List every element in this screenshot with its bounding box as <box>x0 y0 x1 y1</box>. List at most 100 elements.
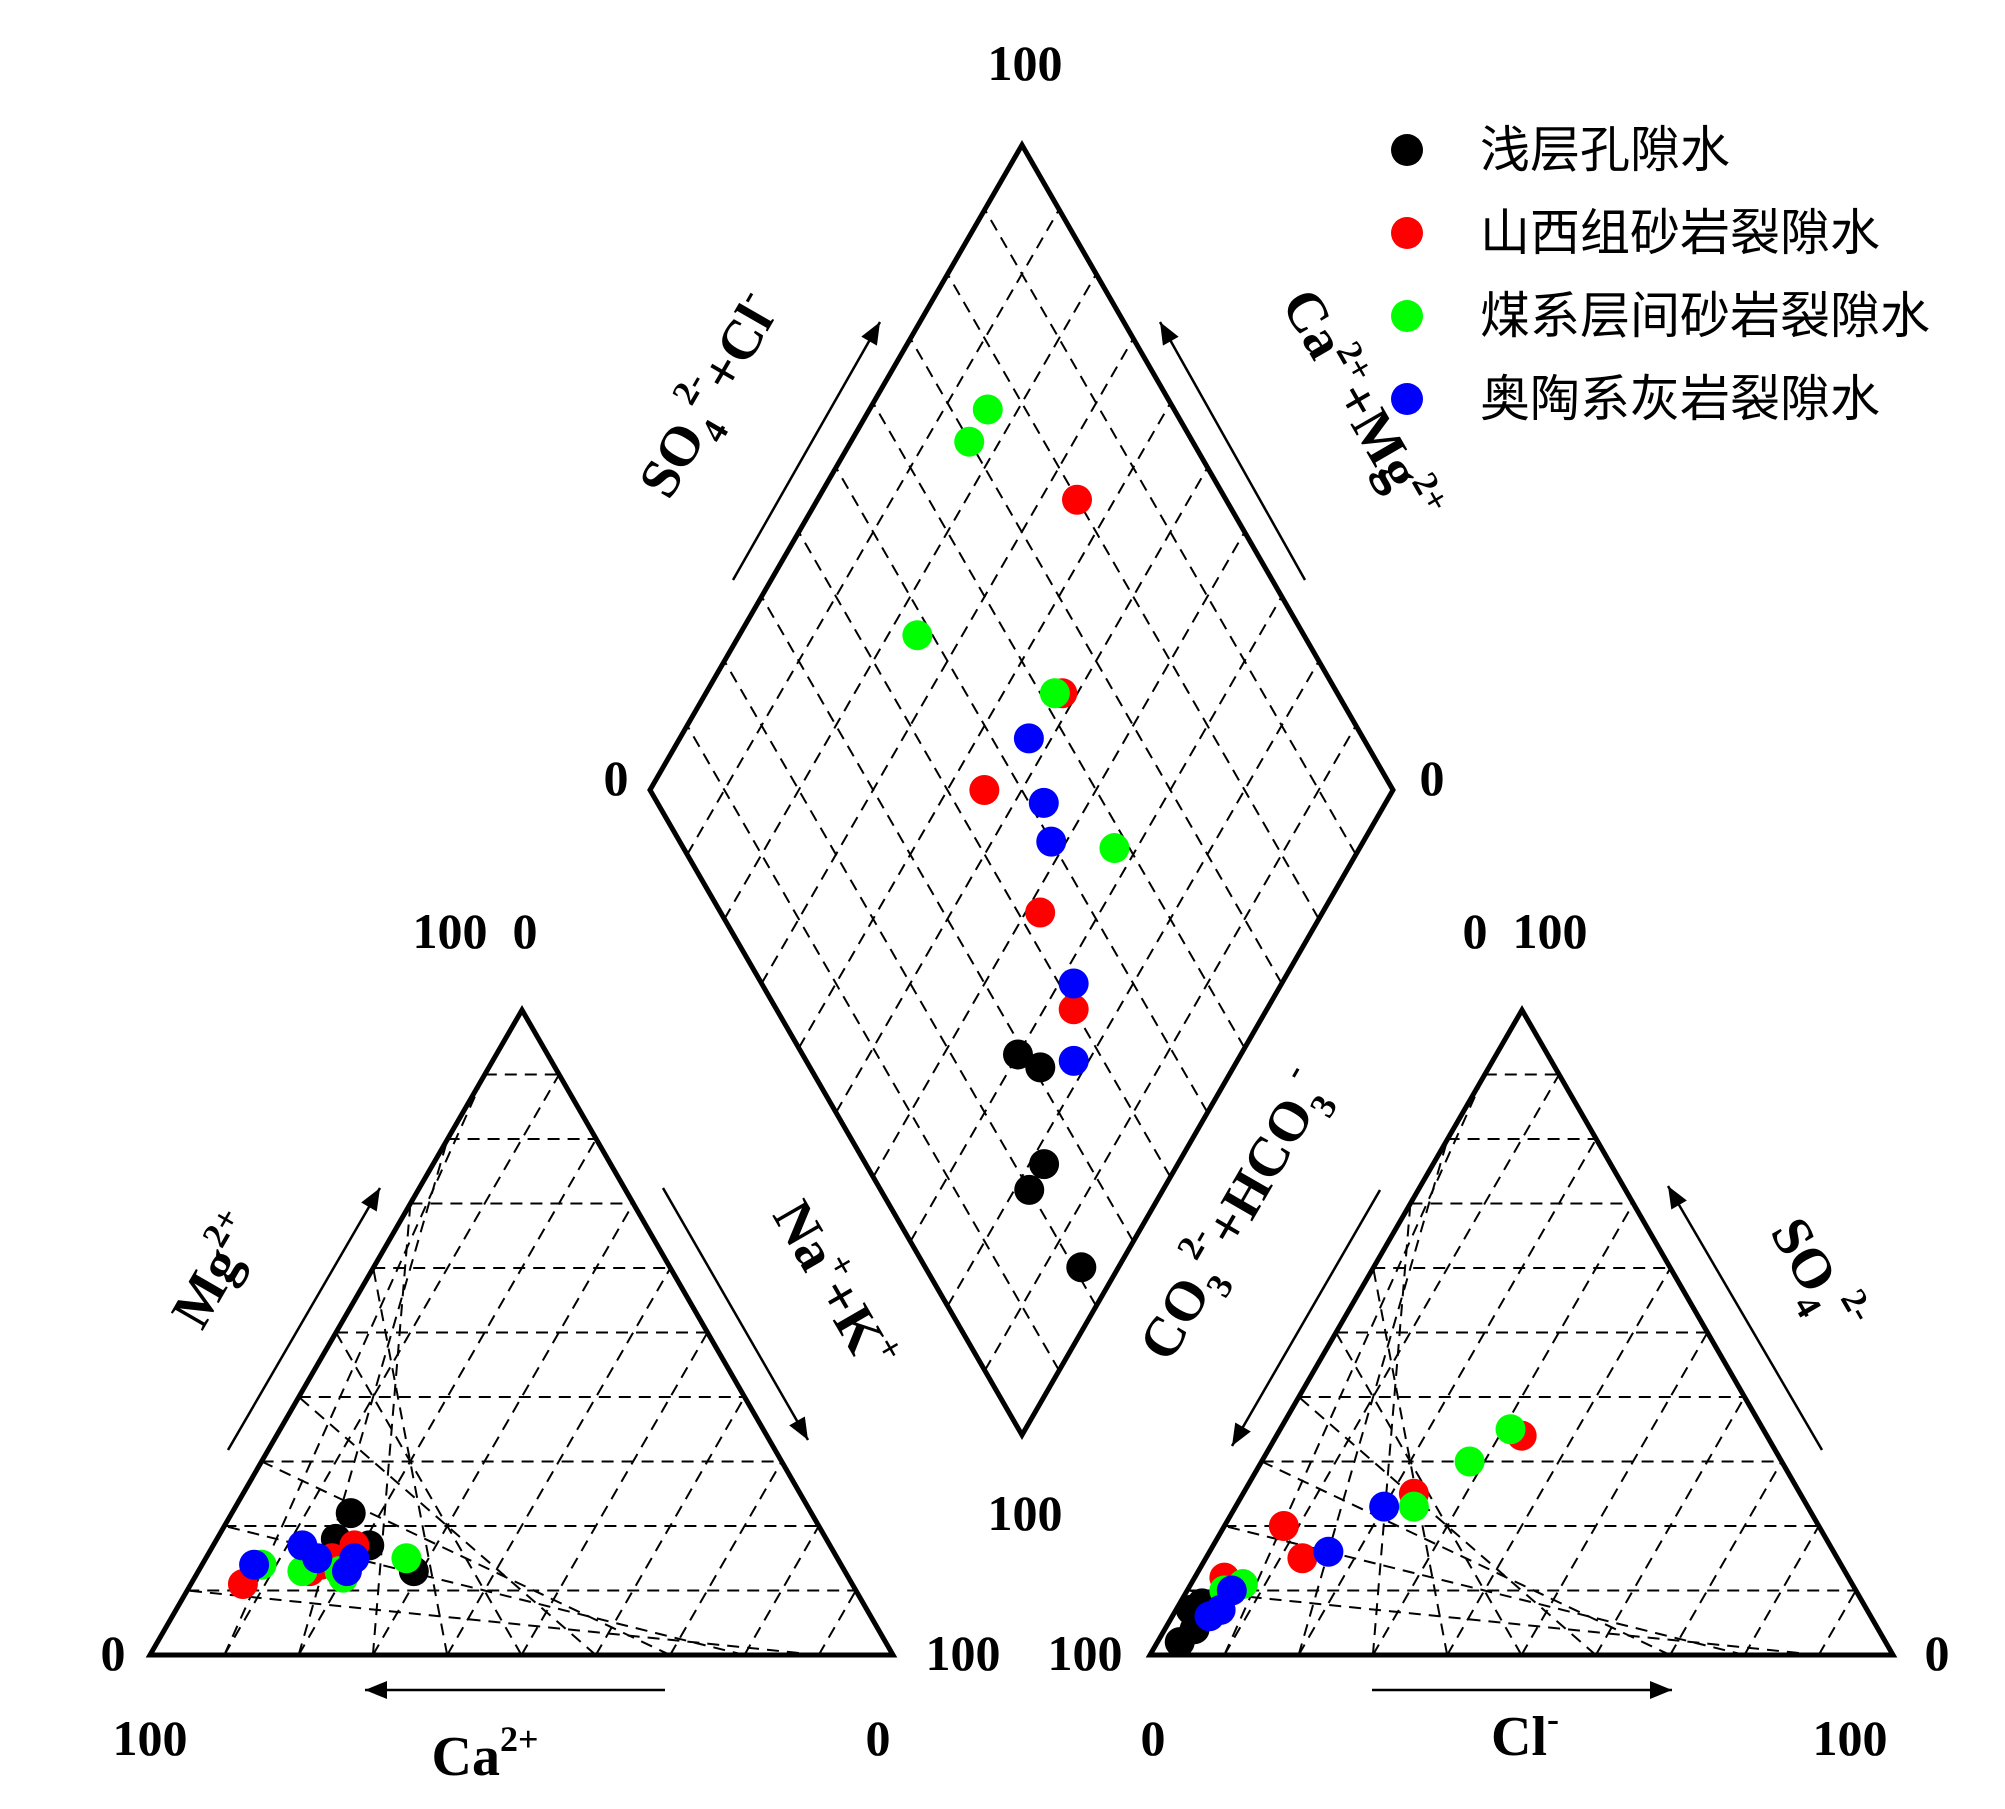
grid-line <box>187 1589 819 1656</box>
diamond-point <box>1013 723 1044 754</box>
diamond-point <box>1058 968 1089 999</box>
legend-label: 浅层孔隙水 <box>1480 121 1730 179</box>
anion-bottom-right-tick: 100 <box>1813 1710 1888 1766</box>
legend-marker <box>1391 300 1423 332</box>
grid-line <box>1297 1138 1449 1656</box>
series-2 <box>246 394 1526 1606</box>
diamond-point <box>1029 1149 1060 1180</box>
series-1 <box>227 484 1537 1600</box>
diamond-top-tick: 100 <box>988 35 1063 91</box>
cation-left-axis-label: Mg2+ <box>154 1200 273 1338</box>
diamond-point <box>1058 1045 1089 1076</box>
grid-line <box>743 1525 820 1656</box>
grid-line <box>1817 1590 1857 1656</box>
grid-line <box>261 1460 671 1656</box>
anion-point <box>1369 1491 1400 1522</box>
grid-line <box>835 467 1209 1113</box>
grid-line <box>760 338 1135 984</box>
grid-line <box>372 1203 635 1656</box>
cation-right-arrow-head <box>789 1416 808 1440</box>
cation-bottom-left-low-tick: 100 <box>113 1710 188 1766</box>
cation-triangle-frame <box>145 1004 898 1658</box>
grid-line <box>520 1332 709 1656</box>
diamond-point <box>1058 994 1089 1025</box>
grid-line <box>1187 1589 1819 1656</box>
grid-line <box>983 725 1357 1371</box>
diamond-point <box>1062 484 1092 515</box>
grid-line <box>1669 1461 1783 1656</box>
diamond-point <box>1099 833 1130 864</box>
diamond-point <box>969 775 1000 805</box>
grid-line <box>335 1332 523 1656</box>
grid-line <box>946 660 1320 1307</box>
anion-point <box>1398 1491 1429 1522</box>
grid-line <box>1223 1074 1560 1656</box>
diamond-point <box>1025 897 1056 928</box>
diamond-upper-left-axis-label: SO42-+Cl- <box>617 279 801 514</box>
cation-bottom-axis-label: Ca2+ <box>432 1719 539 1788</box>
diamond-point <box>1014 1174 1045 1205</box>
legend-label: 山西组砂岩裂隙水 <box>1480 204 1880 262</box>
diamond-point <box>1066 1252 1097 1283</box>
anion-left-axis-label: CO32-+HCO3- <box>1118 1056 1351 1376</box>
cation-point <box>339 1543 370 1574</box>
diamond-frame <box>647 139 1396 1441</box>
grid-line <box>594 1396 746 1656</box>
anion-right-axis-label: SO42- <box>1749 1202 1883 1350</box>
grid-line <box>686 209 1060 855</box>
arrow-layer <box>226 321 1824 1699</box>
cation-left-arrow <box>226 1187 382 1451</box>
grid-line <box>298 1396 597 1656</box>
cation-apex-tick: 100 0 <box>413 903 538 959</box>
anion-right-arrow-head <box>1668 1186 1687 1210</box>
grid-line <box>872 531 1246 1178</box>
grid-layer <box>187 209 1857 1656</box>
series-3 <box>239 723 1400 1632</box>
cation-right-axis-label: Na++K+ <box>761 1187 913 1382</box>
anion-point <box>1454 1446 1485 1477</box>
cation-point <box>302 1543 333 1574</box>
legend-item: 奥陶系灰岩裂隙水 <box>1391 370 1880 428</box>
anion-point <box>1268 1511 1299 1541</box>
grid-line <box>797 531 1172 1178</box>
anion-left-arrow-head <box>1232 1422 1251 1446</box>
grid-line <box>446 1267 672 1656</box>
legend-label: 煤系层间砂岩裂隙水 <box>1480 287 1930 345</box>
grid-line <box>817 1590 857 1656</box>
anion-bottom-left-tick: 0 <box>1141 1710 1166 1766</box>
grid-line <box>835 467 1209 1113</box>
legend-label: 奥陶系灰岩裂隙水 <box>1480 370 1880 428</box>
anion-bottom-axis-label: Cl- <box>1491 1699 1559 1768</box>
grid-line <box>983 209 1357 855</box>
diamond-upper-left-arrow <box>731 321 882 581</box>
grid-line <box>1261 1460 1671 1656</box>
grid-line <box>760 596 1135 1242</box>
diamond-point <box>1039 678 1070 709</box>
grid-line <box>723 273 1098 920</box>
diamond-upper-right-arrow <box>1158 321 1307 581</box>
diamond-point <box>1036 826 1067 857</box>
cation-point <box>239 1549 270 1580</box>
grid-line <box>797 402 1172 1049</box>
legend-item: 山西组砂岩裂隙水 <box>1391 204 1880 262</box>
diamond-upper-right-arrow-head <box>1160 322 1179 346</box>
cation-right-tick: 100 <box>926 1625 1001 1681</box>
cation-point <box>391 1543 422 1574</box>
cation-left-arrow-head <box>361 1188 380 1212</box>
legend-item: 浅层孔隙水 <box>1391 121 1730 179</box>
grid-line <box>946 273 1320 920</box>
points-layer <box>227 394 1537 1658</box>
legend-marker <box>1391 134 1423 166</box>
diamond-left-tick: 0 <box>604 750 629 806</box>
cation-bottom-left-tick: 0 <box>101 1625 126 1681</box>
anion-point <box>1495 1414 1526 1445</box>
anion-bottom-arrow-head <box>1650 1681 1672 1699</box>
diamond-bottom-tick: 100 <box>988 1485 1063 1541</box>
diamond-point <box>1025 1052 1056 1083</box>
grid-line <box>1223 1074 1486 1656</box>
anion-point <box>1287 1543 1318 1574</box>
diamond-upper-right-axis-label: Ca2++Mg2+ <box>1269 275 1458 533</box>
anion-triangle-frame <box>1145 1004 1898 1658</box>
frame-layer <box>145 139 1898 1658</box>
anion-left-arrow <box>1230 1189 1382 1447</box>
